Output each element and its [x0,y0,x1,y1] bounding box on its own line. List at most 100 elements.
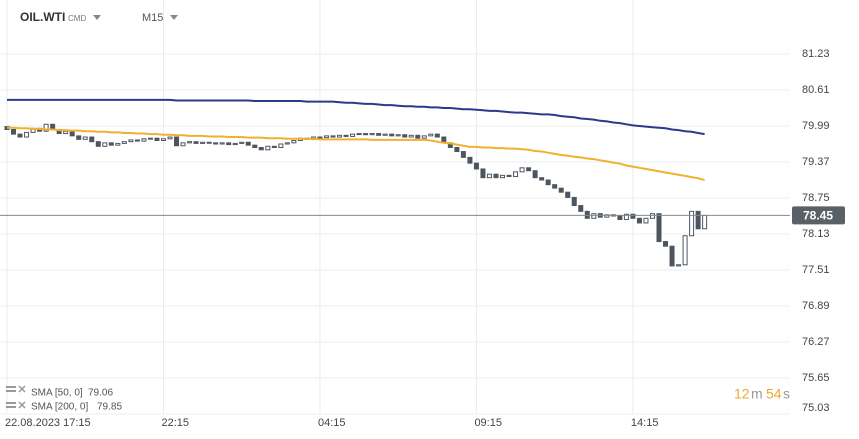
candle-body [467,156,473,164]
candle-body [408,134,414,138]
price-label: 78.45 [803,209,833,223]
candle-body [160,138,166,142]
candle-body [115,142,121,146]
y-tick-label: 80.61 [802,84,830,96]
x-tick-label: 14:15 [631,417,659,429]
overlay: 81.23 80.61 79.99 79.37 78.75 78.13 77.51 76.89… [0,48,845,429]
candle-body [76,135,82,140]
y-tick-label: 79.99 [802,120,830,132]
candle-body [421,135,427,139]
y-tick-label: 79.37 [802,156,830,168]
candle-body [623,213,629,220]
symbol[interactable]: OIL.WTI [20,10,65,24]
candle-body [239,141,245,144]
candle-body [571,196,577,207]
candle-body [330,135,336,138]
candle-body [337,134,343,138]
candle-body [147,137,153,140]
y-tick-label: 75.03 [802,402,830,414]
candle-body [82,136,88,140]
candle-body [213,142,219,145]
candle-body [460,151,466,158]
candle-body [604,214,610,218]
candle-body [24,131,30,138]
candle-body [291,140,297,144]
candle-body [558,187,564,193]
candle-body [636,217,642,224]
x-tick-label: 22:15 [161,417,189,429]
candle-body [317,136,323,139]
candle-body [532,170,538,179]
candle-body [17,133,23,138]
candle-body [265,145,271,151]
candle-body [389,133,395,137]
candle-body [226,142,232,146]
y-tick-label: 81.23 [802,48,830,60]
candle-body [193,141,199,144]
candle-body [180,142,186,147]
symbol-dropdown[interactable] [93,15,101,20]
candle-body [617,215,623,220]
candle-body [649,213,655,219]
legend-icons [6,385,26,409]
candle-body [102,142,108,147]
candle-body [656,213,662,243]
candle-body [278,143,284,148]
x-tick-label: 09:15 [474,417,502,429]
y-tick-label: 76.89 [802,300,830,312]
candle-body [630,213,636,219]
candle-body [350,133,356,137]
legend-name: SMA [200, 0] [31,402,88,413]
candle-body [382,133,388,136]
y-tick-label: 75.65 [802,372,830,384]
candle-body [689,210,695,237]
candle-body [343,134,349,137]
candle-body [663,241,669,247]
candle-body [500,174,506,179]
candle-body [284,142,290,145]
candle-body [552,184,558,189]
candle-body [63,130,69,135]
candle-body [643,217,649,224]
candle-body [174,136,180,147]
countdown-minutes: 12 [734,386,750,402]
candle-body [271,145,277,148]
candle-body [121,141,127,144]
candle-body [402,134,408,138]
market: CMD [68,14,86,23]
candle-body [428,133,434,137]
candle-body [565,191,571,198]
countdown-seconds: 54 [766,386,782,402]
plot [0,0,790,415]
candle-body [356,133,362,136]
candle-body [578,205,584,212]
candle-body [154,137,160,142]
candle-body [128,139,134,143]
candle-body [584,210,590,219]
candle-body [506,174,512,178]
candle-body [473,162,479,170]
candle-body [702,214,708,230]
candle-body [480,168,486,179]
candle-body [69,130,75,137]
candle-body [395,134,401,137]
candle-body [545,179,551,186]
candle-body [141,138,147,142]
candle-body [676,264,682,267]
candle-body [200,141,206,144]
candle-body [695,210,701,230]
candle-body [682,235,688,266]
interval[interactable]: M15 [142,12,163,24]
candle-body [108,142,114,146]
y-tick-label: 78.13 [802,228,830,240]
candle-body [167,136,173,140]
y-tick-label: 77.51 [802,264,830,276]
candle-body [415,134,421,139]
interval-dropdown[interactable] [170,15,178,20]
y-tick-label: 76.27 [802,336,830,348]
candle-body [434,133,440,138]
candle-body [363,133,369,136]
x-tick-label: 04:15 [318,417,346,429]
candle-body [591,213,597,219]
